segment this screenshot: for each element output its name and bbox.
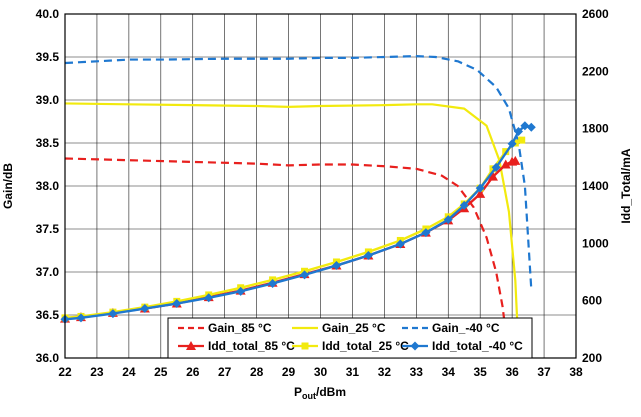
- series-gain-85-c: [64, 157, 507, 333]
- x-axis-title: Pout/dBm: [294, 385, 346, 401]
- x-tick-label: 29: [282, 365, 296, 379]
- data-point: [489, 165, 497, 173]
- data-point: [518, 136, 526, 144]
- data-point: [526, 122, 536, 132]
- data-point: [475, 183, 485, 193]
- x-tick-label: 30: [314, 365, 328, 379]
- data-point: [363, 251, 373, 261]
- axis-titles: Pout/dBm Gain/dB Idd_Total/mA: [1, 148, 633, 401]
- x-tick-label: 35: [474, 365, 488, 379]
- data-point: [507, 139, 517, 149]
- data-point: [510, 155, 521, 165]
- series-idd-total-40-c: [60, 121, 536, 324]
- y-left-tick-label: 36.5: [36, 308, 60, 322]
- x-tick-label: 31: [346, 365, 360, 379]
- x-tick-label: 32: [378, 365, 392, 379]
- y-left-tick-label: 37.5: [36, 222, 60, 236]
- y-right-tick-label: 2600: [582, 7, 609, 21]
- data-point: [76, 313, 86, 323]
- y-right-tick-label: 1000: [582, 236, 609, 250]
- legend-label: Gain_85 °C: [208, 321, 272, 335]
- y-left-tick-label: 38.0: [36, 179, 60, 193]
- data-point: [459, 200, 469, 210]
- legend-label: Gain_25 °C: [322, 321, 386, 335]
- x-tick-label: 33: [410, 365, 424, 379]
- data-point: [204, 293, 214, 303]
- y-left-tick-label: 40.0: [36, 7, 60, 21]
- x-tick-label: 24: [122, 365, 136, 379]
- y-right-tick-label: 200: [582, 351, 602, 365]
- series-gain-25-c: [64, 102, 520, 350]
- legend-item: Gain_-40 °C: [402, 321, 500, 335]
- legend-item: Idd_total_85 °C: [178, 339, 295, 353]
- y-left-tick-label: 39.5: [36, 50, 60, 64]
- data-point: [268, 278, 278, 288]
- legend-marker: [410, 341, 420, 351]
- x-axis-title-suffix: /dBm: [316, 385, 346, 399]
- x-tick-label: 36: [505, 365, 519, 379]
- legend-marker: [186, 341, 196, 350]
- x-tick-label: 27: [218, 365, 232, 379]
- y-left-tick-label: 38.5: [36, 136, 60, 150]
- y-left-tick-label: 36.0: [36, 351, 60, 365]
- data-point: [108, 309, 118, 319]
- data-point: [140, 304, 150, 314]
- legend-label: Idd_total_-40 °C: [432, 339, 523, 353]
- data-point: [475, 188, 486, 198]
- legend-box: [167, 317, 533, 359]
- legend-marker: [301, 342, 309, 350]
- legend-label: Idd_total_25 °C: [322, 339, 409, 353]
- y-left-tick-label: 39.0: [36, 93, 60, 107]
- x-tick-label: 28: [250, 365, 264, 379]
- x-tick-label: 22: [58, 365, 72, 379]
- x-axis-title-main: P: [294, 385, 302, 399]
- x-tick-label: 23: [90, 365, 104, 379]
- data-point: [514, 127, 524, 137]
- y-left-tick-label: 37.0: [36, 265, 60, 279]
- y-right-tick-label: 2200: [582, 64, 609, 78]
- y-right-tick-label: 1800: [582, 122, 609, 136]
- data-point: [172, 299, 182, 309]
- legend-item: Gain_25 °C: [292, 321, 386, 335]
- legend-item: Idd_total_-40 °C: [402, 339, 523, 353]
- data-point: [395, 239, 405, 249]
- tick-labels: 22 23 24 25 26 27 28 29 30 31 32 33 34 35 36 37 38 36.0 36…: [36, 7, 609, 379]
- data-point: [487, 171, 498, 181]
- data-point: [421, 228, 431, 238]
- data-point: [331, 261, 341, 271]
- y-right-tick-label: 1400: [582, 179, 609, 193]
- x-tick-label: 37: [537, 365, 551, 379]
- y-axis-left-title: Gain/dB: [1, 163, 15, 209]
- x-axis-title-subscript: out: [302, 391, 316, 401]
- series-line: [64, 157, 507, 333]
- y-axis-right-title: Idd_Total/mA: [619, 148, 633, 223]
- x-tick-label: 38: [569, 365, 583, 379]
- legend-item: Idd_total_25 °C: [292, 339, 409, 353]
- legend-item: Gain_85 °C: [178, 321, 272, 335]
- series-line: [64, 102, 520, 350]
- series-layer: [60, 55, 536, 350]
- data-point: [500, 159, 511, 169]
- data-point: [300, 270, 310, 280]
- data-point: [491, 162, 501, 172]
- data-point: [520, 121, 530, 131]
- legend-label: Gain_-40 °C: [432, 321, 500, 335]
- data-point: [443, 215, 453, 225]
- x-tick-label: 26: [186, 365, 200, 379]
- data-point: [236, 286, 246, 296]
- y-right-tick-label: 600: [582, 294, 602, 308]
- x-tick-label: 34: [442, 365, 456, 379]
- legend-label: Idd_total_85 °C: [208, 339, 295, 353]
- x-tick-label: 25: [154, 365, 168, 379]
- legend: Gain_85 °C Gain_25 °C Gain_-40 °C Idd_total…: [167, 317, 533, 359]
